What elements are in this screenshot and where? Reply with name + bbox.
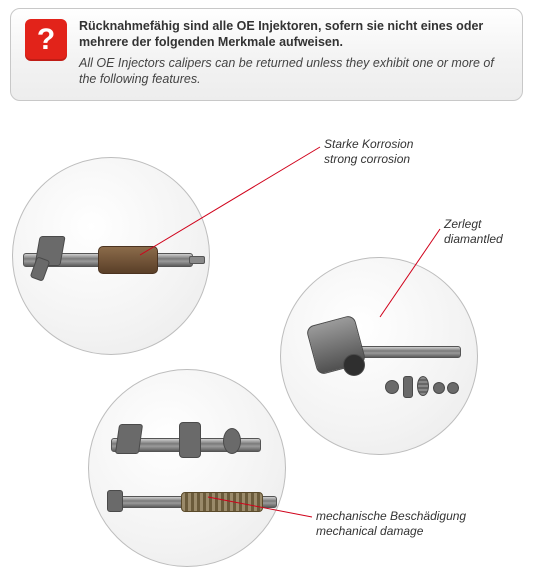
label-dismantled-en: diamantled [444,232,503,247]
label-corrosion: Starke Korrosion strong corrosion [324,137,413,167]
info-text-en: All OE Injectors calipers can be returne… [79,56,508,87]
label-mechanical: mechanische Beschädigung mechanical dama… [316,509,466,539]
info-text-de: Rücknahmefähig sind alle OE Injektoren, … [79,19,508,50]
label-mechanical-en: mechanical damage [316,524,466,539]
label-dismantled: Zerlegt diamantled [444,217,503,247]
label-corrosion-en: strong corrosion [324,152,413,167]
label-corrosion-de: Starke Korrosion [324,137,413,152]
info-text: Rücknahmefähig sind alle OE Injektoren, … [79,19,508,88]
label-dismantled-de: Zerlegt [444,217,503,232]
diagram-canvas: Starke Korrosion strong corrosion Zerleg… [0,107,533,547]
label-mechanical-de: mechanische Beschädigung [316,509,466,524]
circle-corrosion [12,157,210,355]
circle-mechanical [88,369,286,567]
info-box: ? Rücknahmefähig sind alle OE Injektoren… [10,8,523,101]
circle-dismantled [280,257,478,455]
help-icon: ? [25,19,67,61]
